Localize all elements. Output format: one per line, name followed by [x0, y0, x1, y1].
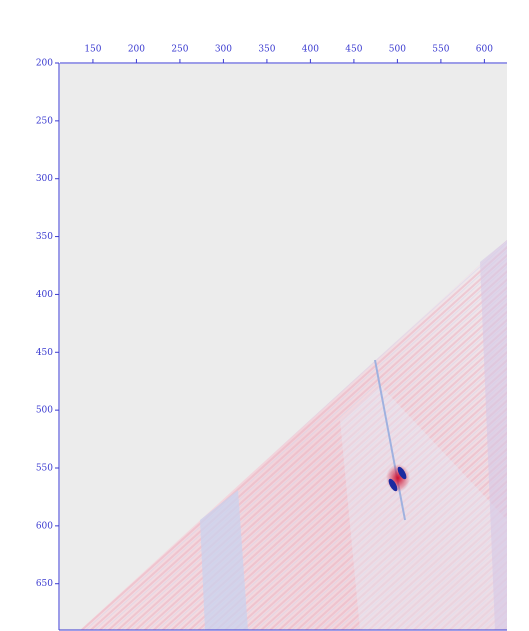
y-tick-label: 500 [36, 406, 53, 416]
y-tick-label: 650 [36, 579, 53, 589]
y-tick-label: 200 [36, 59, 53, 69]
y-tick-label: 350 [36, 232, 53, 242]
x-tick-label: 150 [84, 45, 101, 55]
x-tick-label: 350 [258, 45, 275, 55]
x-tick-label: 250 [171, 45, 188, 55]
y-tick-label: 550 [36, 464, 53, 474]
y-tick-label: 450 [36, 348, 53, 358]
x-tick-label: 400 [302, 45, 319, 55]
x-tick-label: 600 [476, 45, 493, 55]
y-tick-label: 400 [36, 290, 53, 300]
y-tick-label: 300 [36, 174, 53, 184]
seismic-view: 150 200 250 300 350 400 450 500 550 600 200 250 300 3… [0, 0, 529, 631]
x-tick-label: 500 [389, 45, 406, 55]
x-tick-label: 550 [432, 45, 449, 55]
image-area [60, 64, 507, 630]
x-tick-label: 450 [345, 45, 362, 55]
y-tick-label: 250 [36, 116, 53, 126]
y-tick-label: 600 [36, 521, 53, 531]
x-tick-label: 300 [215, 45, 232, 55]
x-tick-label: 200 [128, 45, 145, 55]
